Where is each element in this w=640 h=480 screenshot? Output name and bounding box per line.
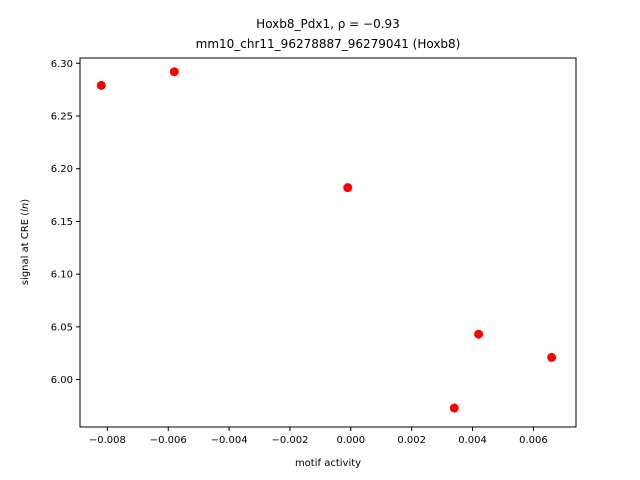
x-axis-label: motif activity: [295, 458, 361, 469]
x-tick-label: 0.006: [519, 435, 548, 446]
x-tick-label: −0.002: [271, 435, 308, 446]
x-tick-label: −0.006: [150, 435, 187, 446]
x-axis: −0.008 −0.006 −0.004 −0.002 0.000 0.002 0.004 0…: [89, 427, 548, 446]
y-axis-label: signal at CRE (ln): [20, 199, 31, 285]
data-point: [547, 352, 557, 362]
y-axis: 6.00 6.05 6.10 6.15 6.20 6.25 6.30: [51, 59, 80, 386]
y-tick-label: 6.10: [51, 270, 73, 281]
x-tick-label: 0.004: [458, 435, 487, 446]
y-tick-label: 6.15: [51, 217, 73, 228]
chart-subtitle: mm10_chr11_96278887_96279041 (Hoxb8): [196, 37, 461, 51]
y-tick-label: 6.20: [51, 164, 73, 175]
x-tick-label: 0.000: [337, 435, 366, 446]
x-tick-label: −0.008: [89, 435, 126, 446]
data-point: [449, 403, 459, 413]
y-tick-label: 6.25: [51, 111, 73, 122]
data-point: [343, 183, 353, 193]
x-tick-label: 0.002: [397, 435, 426, 446]
y-tick-label: 6.00: [51, 375, 73, 386]
x-tick-label: −0.004: [211, 435, 248, 446]
y-tick-label: 6.05: [51, 322, 73, 333]
chart-title: Hoxb8_Pdx1, ρ = −0.93: [256, 17, 400, 31]
data-point: [169, 67, 179, 77]
data-point: [96, 80, 106, 90]
data-points: [96, 67, 557, 413]
data-point: [474, 329, 484, 339]
y-tick-label: 6.30: [51, 59, 73, 70]
plot-frame: [79, 57, 577, 428]
